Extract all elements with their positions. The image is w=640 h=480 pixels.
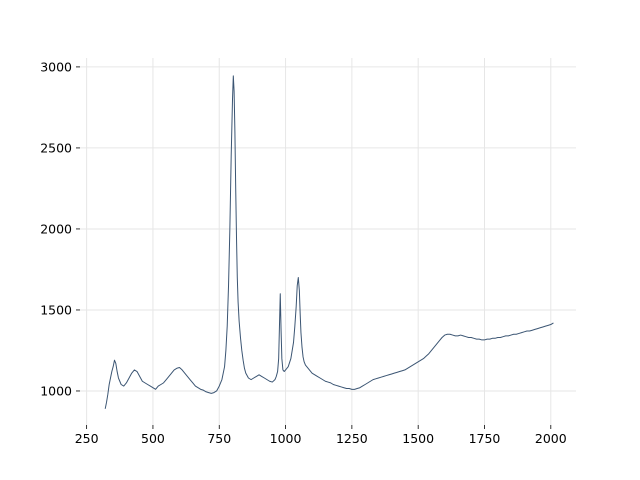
y-tick-label: 2500 (40, 140, 72, 155)
x-tick-label: 2000 (535, 431, 567, 446)
y-tick-label: 1000 (40, 383, 72, 398)
y-tick-label: 2000 (40, 221, 72, 236)
x-tick-label: 750 (207, 431, 231, 446)
series-line (104, 75, 554, 409)
x-tick-label: 1500 (402, 431, 434, 446)
x-tick-label: 1250 (336, 431, 368, 446)
x-tick-label: 250 (75, 431, 99, 446)
x-tick-label: 500 (141, 431, 165, 446)
axis-ticks: 250 500 750 1000 1250 1500 1750 2000 1000 1500 200… (40, 59, 567, 446)
x-tick-label: 1000 (270, 431, 302, 446)
x-tick-label: 1750 (469, 431, 501, 446)
y-tick-label: 3000 (40, 59, 72, 74)
grid (80, 58, 576, 425)
y-tick-label: 1500 (40, 302, 72, 317)
